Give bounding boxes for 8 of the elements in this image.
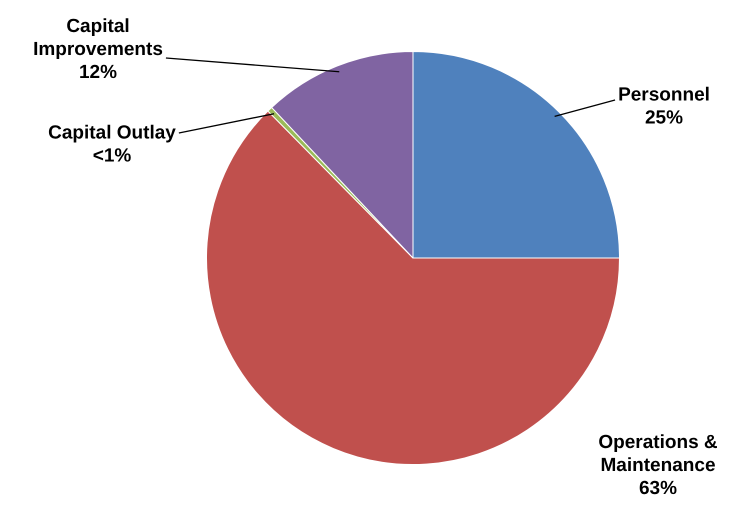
slice-label: Capital Improvements	[33, 16, 163, 60]
data-label: 63%	[638, 478, 678, 500]
data-label: <1%	[92, 146, 132, 167]
slice-label: Operations & Maintenance	[598, 432, 718, 476]
data-label: 12%	[78, 62, 118, 84]
data-label: 25%	[644, 108, 684, 129]
slice-label: Capital Outlay	[48, 122, 176, 144]
slice-label: Personnel	[618, 84, 710, 106]
